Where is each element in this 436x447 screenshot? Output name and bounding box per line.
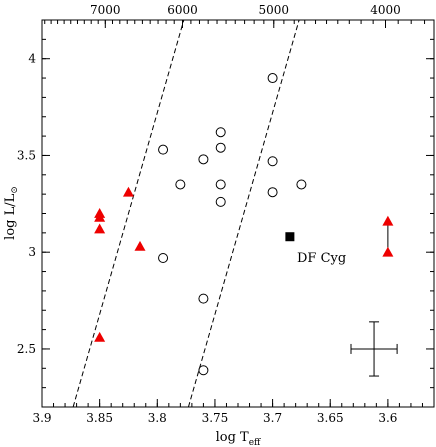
open-circle-point (215, 142, 226, 153)
x-tick-label: 3.6 (378, 411, 397, 425)
red-triangle-point (94, 331, 106, 342)
top-tick-label: 7000 (90, 3, 121, 17)
open-circle-point (198, 154, 209, 165)
dashed-boundary-line (187, 20, 300, 407)
x-tick-label: 3.75 (202, 411, 229, 425)
x-tick-label: 3.7 (263, 411, 282, 425)
open-circle-point (215, 179, 226, 190)
df-cyg-square-point (285, 232, 295, 242)
dashed-lines (72, 20, 300, 407)
annotation-df-cyg: DF Cyg (297, 251, 346, 266)
open-circle-point (215, 127, 226, 138)
data-marks (94, 73, 394, 376)
x-axis-title: log Teff (216, 430, 261, 447)
y-axis-title: log L/L⊙ (3, 186, 20, 240)
y-tick-label: 2.5 (17, 342, 36, 356)
top-tick-label: 6000 (167, 3, 198, 17)
x-tick-label: 3.85 (86, 411, 113, 425)
axis-tick-labels: 3.9 3.85 3.8 3.75 3.7 3.65 3.6 2.5 3 3.5 4 7000 6000… (17, 3, 401, 425)
top-tick-label: 4000 (370, 3, 401, 17)
y-tick-label: 3 (28, 245, 36, 259)
open-circle-point (158, 253, 169, 264)
red-triangle-point (94, 223, 106, 234)
red-triangle-point (382, 246, 394, 257)
red-triangle-point (94, 211, 106, 222)
top-tick-label: 5000 (259, 3, 290, 17)
open-circle-point (175, 179, 186, 190)
dashed-boundary-line (72, 20, 185, 407)
x-axis-title-subscript: eff (249, 438, 261, 447)
open-circle-point (267, 156, 278, 167)
red-triangle-point (122, 186, 134, 197)
open-circle-point (267, 73, 278, 84)
y-tick-label: 4 (28, 52, 36, 66)
x-tick-label: 3.9 (32, 411, 51, 425)
open-circle-point (267, 187, 278, 198)
open-circle-point (215, 196, 226, 207)
error-bar (350, 321, 398, 377)
x-tick-label: 3.65 (317, 411, 344, 425)
x-tick-label: 3.8 (148, 411, 167, 425)
red-triangle-point (382, 215, 394, 226)
axis-ticks (41, 20, 434, 407)
open-circle-point (296, 179, 307, 190)
open-circle-point (158, 144, 169, 155)
y-tick-label: 3.5 (17, 148, 36, 162)
open-circle-point (198, 293, 209, 304)
red-triangle-point (134, 240, 146, 251)
open-circle-point (198, 365, 209, 376)
y-axis-title-subscript: ⊙ (10, 186, 20, 194)
